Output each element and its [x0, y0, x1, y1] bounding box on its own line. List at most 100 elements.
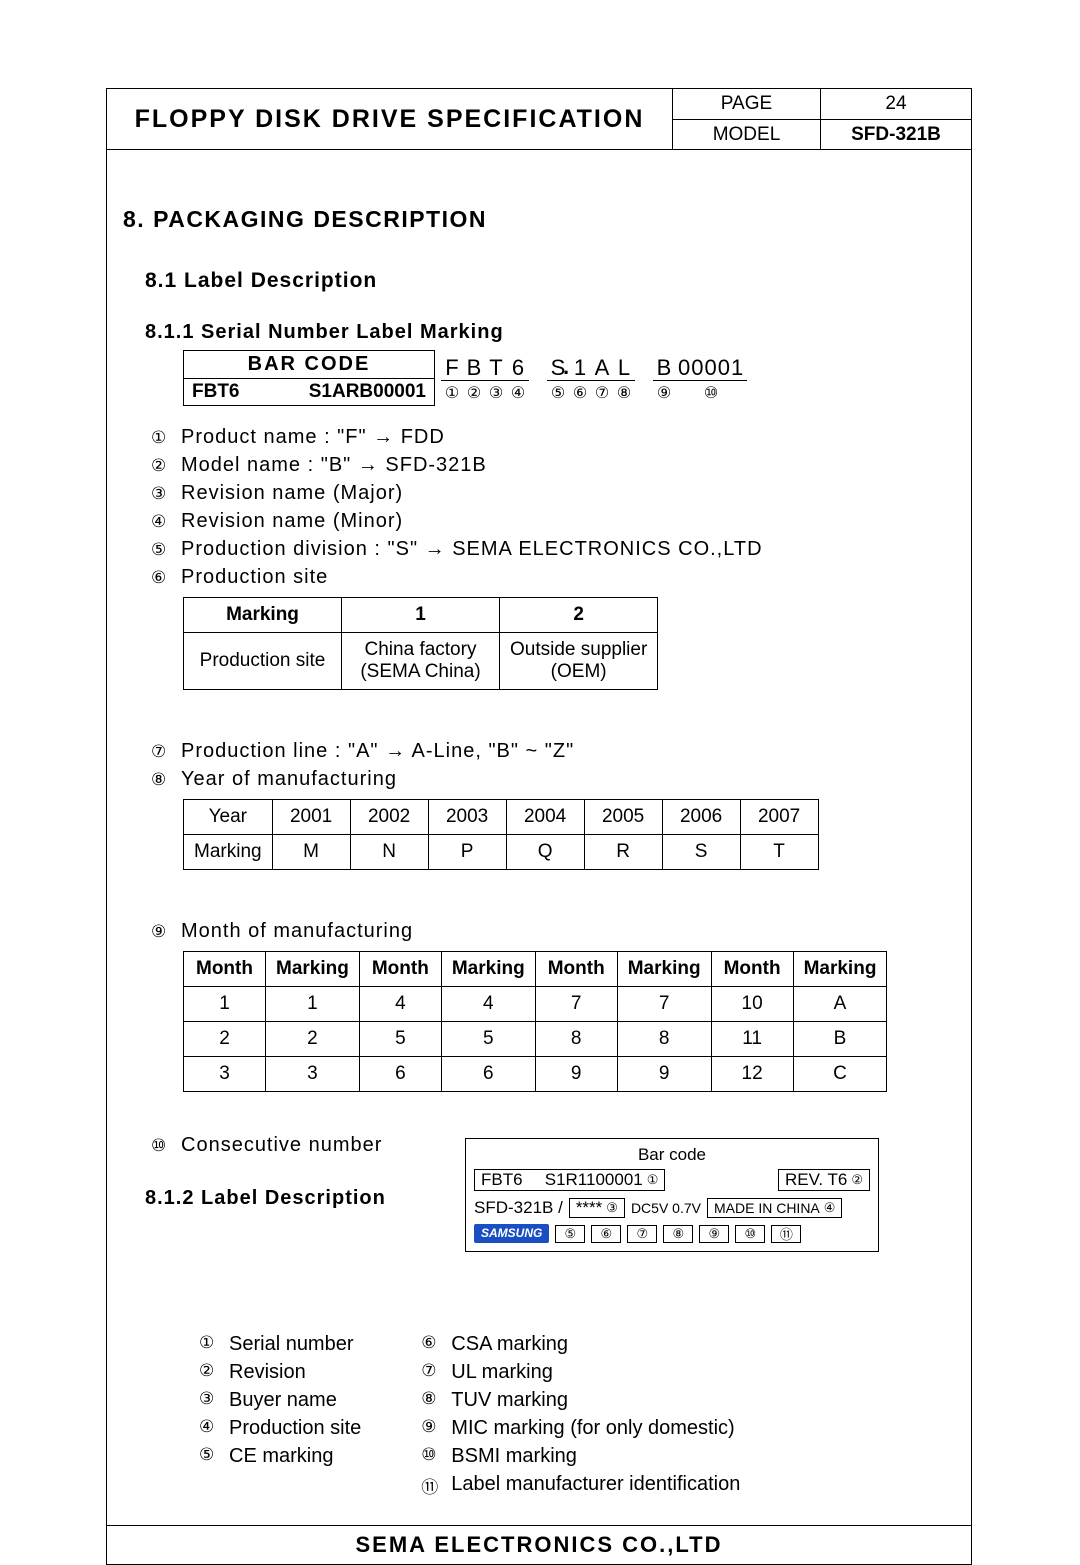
label-desc-num: ⑩ — [421, 1445, 451, 1468]
strip-cell: L⑧ — [613, 356, 635, 403]
label-desc-num: ① — [199, 1333, 229, 1356]
strip-cell: 6④ — [507, 356, 529, 403]
header-title: FLOPPY DISK DRIVE SPECIFICATION — [107, 89, 673, 149]
desc-num: ⑩ — [151, 1136, 181, 1156]
month-cell: 9 — [535, 1057, 617, 1092]
year-cell: 2005 — [584, 800, 662, 835]
year-cell: S — [662, 835, 740, 870]
strip-char: A — [591, 356, 613, 381]
spec-sheet: FLOPPY DISK DRIVE SPECIFICATION PAGE 24 … — [106, 88, 972, 1565]
label-desc-text: CE marking — [229, 1445, 333, 1468]
label-desc-row: ⑥CSA marking — [421, 1333, 740, 1356]
label-desc-num: ⑪ — [421, 1473, 451, 1498]
desc-text: Production line : "A" → A-Line, "B" ~ "Z… — [181, 740, 574, 763]
month-cell: 8 — [535, 1022, 617, 1057]
label-desc-row: ⑩BSMI marking — [421, 1445, 740, 1468]
label-desc-num: ③ — [199, 1389, 229, 1412]
footer: SEMA ELECTRONICS CO.,LTD — [107, 1525, 971, 1564]
month-cell: 1 — [184, 987, 266, 1022]
label-desc-left: ①Serial number②Revision③Buyer name④Produ… — [199, 1328, 361, 1503]
samsung-logo: SAMSUNG — [474, 1224, 549, 1243]
label-serial-text: S1R1100001 — [545, 1170, 643, 1190]
page-value: 24 — [821, 89, 971, 119]
label-desc-columns: ①Serial number②Revision③Buyer name④Produ… — [199, 1328, 955, 1503]
label-desc-right: ⑥CSA marking⑦UL marking⑧TUV marking⑨MIC … — [421, 1328, 740, 1503]
header-right: PAGE 24 MODEL SFD-321B — [673, 89, 971, 149]
month-head: Marking — [266, 952, 360, 987]
desc-num: ③ — [151, 484, 181, 504]
label-desc-num: ⑦ — [421, 1361, 451, 1384]
label-desc-row: ⑦UL marking — [421, 1361, 740, 1384]
desc-num: ④ — [151, 512, 181, 532]
desc-row: ④Revision name (Minor) — [151, 510, 955, 533]
strip-circ: ① — [445, 383, 459, 403]
desc-num: ⑤ — [151, 540, 181, 560]
label-mark-box: ⑧ — [663, 1225, 693, 1243]
desc-text: Production division : "S" → SEMA ELECTRO… — [181, 538, 763, 561]
month-cell: 8 — [617, 1022, 711, 1057]
month-head: Marking — [617, 952, 711, 987]
desc-row: ①Product name : "F" → FDD — [151, 426, 955, 449]
month-head: Month — [535, 952, 617, 987]
desc-text: Revision name (Major) — [181, 482, 403, 505]
month-cell: 5 — [359, 1022, 441, 1057]
label-desc-row: ①Serial number — [199, 1333, 361, 1356]
label-desc-text: BSMI marking — [451, 1445, 577, 1468]
month-cell: 4 — [359, 987, 441, 1022]
desc-row: ②Model name : "B" → SFD-321B — [151, 454, 955, 477]
strip-circ: ② — [467, 383, 481, 403]
month-head: Marking — [441, 952, 535, 987]
strip-circ: ⑤ — [551, 383, 565, 403]
label-desc-row: ③Buyer name — [199, 1389, 361, 1412]
strip-char: T — [485, 356, 507, 381]
serial-decode-strip: F①B②T③6④S⑤1⑥A⑦L⑧B⑨00001⑩ — [441, 356, 955, 403]
label-desc-text: UL marking — [451, 1361, 553, 1384]
label-box-buyer: **** ③ — [569, 1198, 625, 1218]
label-desc-text: CSA marking — [451, 1333, 568, 1356]
label-desc-num: ② — [199, 1361, 229, 1384]
month-cell: 7 — [617, 987, 711, 1022]
month-cell: 10 — [711, 987, 793, 1022]
desc-text: Product name : "F" → FDD — [181, 426, 445, 449]
label-buyer-text: **** — [576, 1198, 602, 1218]
label-made-text: MADE IN CHINA — [714, 1200, 820, 1216]
month-cell: 11 — [711, 1022, 793, 1057]
header: FLOPPY DISK DRIVE SPECIFICATION PAGE 24 … — [107, 89, 971, 149]
year-cell: 2004 — [506, 800, 584, 835]
desc-list-3: ⑨Month of manufacturing — [151, 920, 955, 943]
section-title: 8. PACKAGING DESCRIPTION — [123, 206, 955, 233]
desc-num: ⑥ — [151, 568, 181, 588]
label-desc-num: ④ — [199, 1417, 229, 1440]
label-mark-box: ⑪ — [771, 1225, 801, 1243]
strip-circ: ⑥ — [573, 383, 587, 403]
desc-list-2: ⑦Production line : "A" → A-Line, "B" ~ "… — [151, 740, 955, 791]
year-cell: M — [272, 835, 350, 870]
month-cell: 6 — [359, 1057, 441, 1092]
month-cell: C — [793, 1057, 887, 1092]
year-table: Year2001200220032004200520062007MarkingM… — [183, 799, 819, 870]
label-desc-text: MIC marking (for only domestic) — [451, 1417, 734, 1440]
strip-cell: T③ — [485, 356, 507, 403]
month-cell: 3 — [266, 1057, 360, 1092]
month-table: MonthMarkingMonthMarkingMonthMarkingMont… — [183, 951, 887, 1092]
model-label: MODEL — [673, 120, 821, 149]
desc-row: ⑨Month of manufacturing — [151, 920, 955, 943]
label-rev-circ: ② — [851, 1172, 863, 1188]
label-desc-text: Production site — [229, 1417, 361, 1440]
desc-row: ⑤Production division : "S" → SEMA ELECTR… — [151, 538, 955, 561]
label-desc-text: Label manufacturer identification — [451, 1473, 740, 1498]
month-cell: 5 — [441, 1022, 535, 1057]
year-cell: R — [584, 835, 662, 870]
strip-circ: ④ — [511, 383, 525, 403]
site-h1: 1 — [342, 598, 500, 633]
label-serial-circ: ① — [647, 1172, 659, 1188]
label-desc-text: TUV marking — [451, 1389, 568, 1412]
body: . 8. PACKAGING DESCRIPTION 8.1 Label Des… — [107, 149, 971, 1525]
label-desc-text: Serial number — [229, 1333, 354, 1356]
year-cell: 2001 — [272, 800, 350, 835]
barcode-label: BAR CODE — [183, 350, 435, 378]
desc-num: ⑦ — [151, 742, 181, 762]
month-cell: 1 — [266, 987, 360, 1022]
label-figure: Bar code FBT6 S1R1100001 ① REV. T6 ② SFD… — [465, 1138, 879, 1252]
production-site-table: Marking 1 2 Production site China factor… — [183, 597, 658, 690]
